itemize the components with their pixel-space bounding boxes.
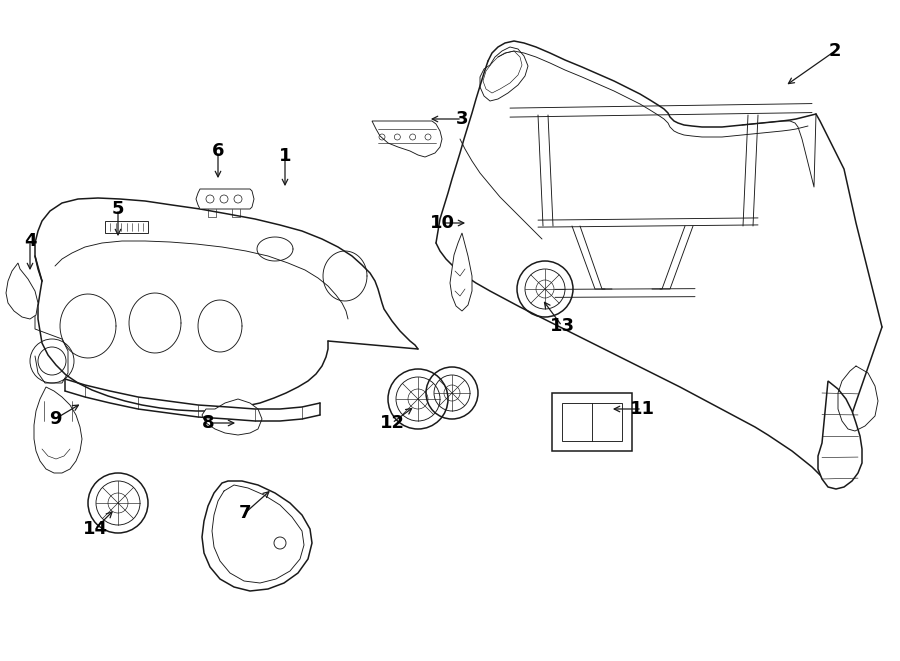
Text: 9: 9	[49, 410, 61, 428]
Text: 4: 4	[23, 232, 36, 250]
Polygon shape	[202, 399, 262, 435]
Polygon shape	[105, 221, 148, 233]
Text: 2: 2	[829, 42, 842, 60]
Polygon shape	[34, 387, 82, 473]
Text: 1: 1	[279, 147, 292, 165]
Text: 3: 3	[455, 110, 468, 128]
Polygon shape	[202, 481, 312, 591]
Polygon shape	[552, 393, 632, 451]
Polygon shape	[450, 233, 472, 311]
Text: 12: 12	[380, 414, 404, 432]
Polygon shape	[6, 263, 38, 319]
Text: 8: 8	[202, 414, 214, 432]
Text: 10: 10	[429, 214, 454, 232]
Text: 6: 6	[212, 142, 224, 160]
Text: 14: 14	[83, 520, 107, 538]
Text: 7: 7	[238, 504, 251, 522]
Polygon shape	[196, 189, 254, 209]
Text: 11: 11	[629, 400, 654, 418]
Polygon shape	[372, 121, 442, 157]
Text: 5: 5	[112, 200, 124, 218]
Polygon shape	[818, 381, 862, 489]
Text: 13: 13	[550, 317, 574, 335]
